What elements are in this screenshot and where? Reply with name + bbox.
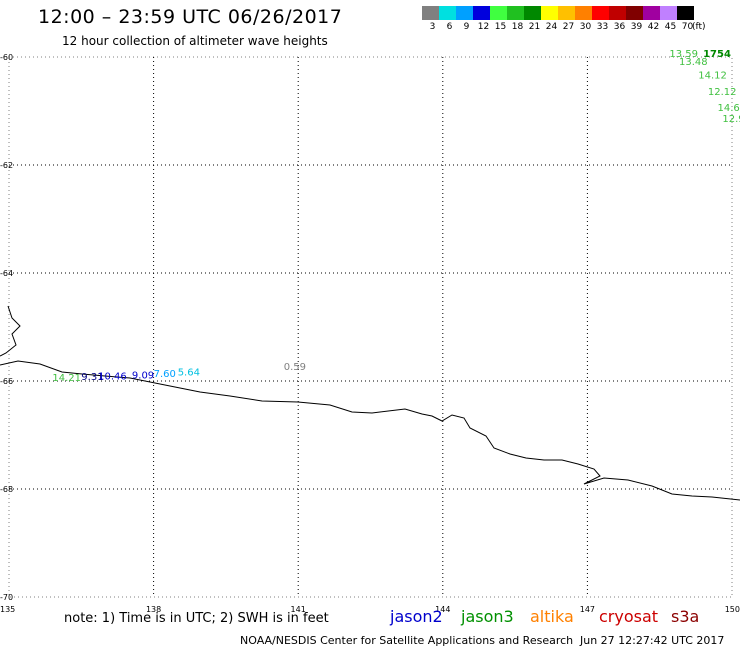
legend-swatch (473, 6, 490, 20)
plot-border (8, 56, 733, 598)
lon-label: 147 (580, 605, 595, 614)
footnote: note: 1) Time is in UTC; 2) SWH is in fe… (64, 611, 329, 626)
legend-label: 27 (562, 22, 575, 32)
legend-swatch (677, 6, 694, 20)
lon-label: 141 (291, 605, 306, 614)
wave-height-reading: 1754 (703, 49, 731, 60)
wave-height-reading: 5.64 (178, 368, 200, 379)
lat-label: -66 (0, 377, 13, 386)
lat-label: -60 (0, 53, 13, 62)
legend-label: 70 (681, 22, 694, 32)
legend-label: 18 (511, 22, 524, 32)
wave-height-reading: 13.59 (669, 49, 698, 60)
legend-swatch (456, 6, 473, 20)
wave-height-reading: 14.21 (52, 373, 81, 384)
wave-height-reading: 9.09 (132, 370, 154, 381)
lon-label: 144 (435, 605, 450, 614)
wave-height-reading: 14.12 (698, 71, 727, 82)
lat-label: -68 (0, 485, 13, 494)
legend-swatch (524, 6, 541, 20)
satellite-s3a: s3a (671, 607, 700, 626)
color-legend (422, 6, 694, 20)
legend-label: 30 (579, 22, 592, 32)
legend-swatch (439, 6, 456, 20)
legend-swatch (592, 6, 609, 20)
map-subtitle: 12 hour collection of altimeter wave hei… (62, 34, 328, 48)
legend-swatch (643, 6, 660, 20)
legend-swatch (490, 6, 507, 20)
wave-height-reading: 10.46 (98, 371, 127, 382)
lon-label: 150 (725, 605, 740, 614)
legend-swatch (609, 6, 626, 20)
legend-swatch (660, 6, 677, 20)
wave-height-reading: 13.48 (679, 57, 708, 68)
legend-label: 24 (545, 22, 558, 32)
satellite-cryosat: cryosat (599, 607, 659, 626)
legend-label: 12 (477, 22, 490, 32)
map-gridlines (9, 57, 732, 597)
legend-label: 42 (647, 22, 660, 32)
satellite-altika: altika (530, 607, 574, 626)
map-title: 12:00 – 23:59 UTC 06/26/2017 (38, 6, 343, 28)
legend-label: 21 (528, 22, 541, 32)
lon-label: 135 (0, 605, 15, 614)
wave-height-reading: 12.9 (722, 114, 740, 125)
credit-line: NOAA/NESDIS Center for Satellite Applica… (240, 634, 574, 647)
antarctic-coastline (0, 305, 740, 501)
lat-label: -62 (0, 161, 13, 170)
wave-height-reading: 9.31 (81, 372, 103, 383)
legend-swatch (422, 6, 439, 20)
legend-label: 3 (429, 22, 436, 32)
legend-swatch (626, 6, 643, 20)
legend-swatch (507, 6, 524, 20)
lat-label: -70 (0, 593, 13, 602)
wave-height-reading: 12.12 (708, 87, 737, 98)
legend-swatch (575, 6, 592, 20)
legend-label: 33 (596, 22, 609, 32)
legend-label: 39 (630, 22, 643, 32)
generation-timestamp: Jun 27 12:27:42 UTC 2017 (580, 634, 725, 647)
wave-height-reading: 0.59 (284, 362, 306, 373)
legend-swatch (541, 6, 558, 20)
legend-label: 45 (664, 22, 677, 32)
legend-swatch (558, 6, 575, 20)
legend-unit: (ft) (692, 22, 706, 32)
legend-label: 36 (613, 22, 626, 32)
legend-label: 9 (463, 22, 470, 32)
legend-label: 6 (446, 22, 453, 32)
lon-label: 138 (146, 605, 161, 614)
wave-height-reading: 7.60 (154, 369, 176, 380)
wave-height-reading: 14.6 (718, 103, 740, 114)
satellite-jason2: jason2 (390, 607, 443, 626)
map-frame (8, 56, 733, 598)
satellite-jason3: jason3 (461, 607, 514, 626)
lat-label: -64 (0, 269, 13, 278)
legend-label: 15 (494, 22, 507, 32)
